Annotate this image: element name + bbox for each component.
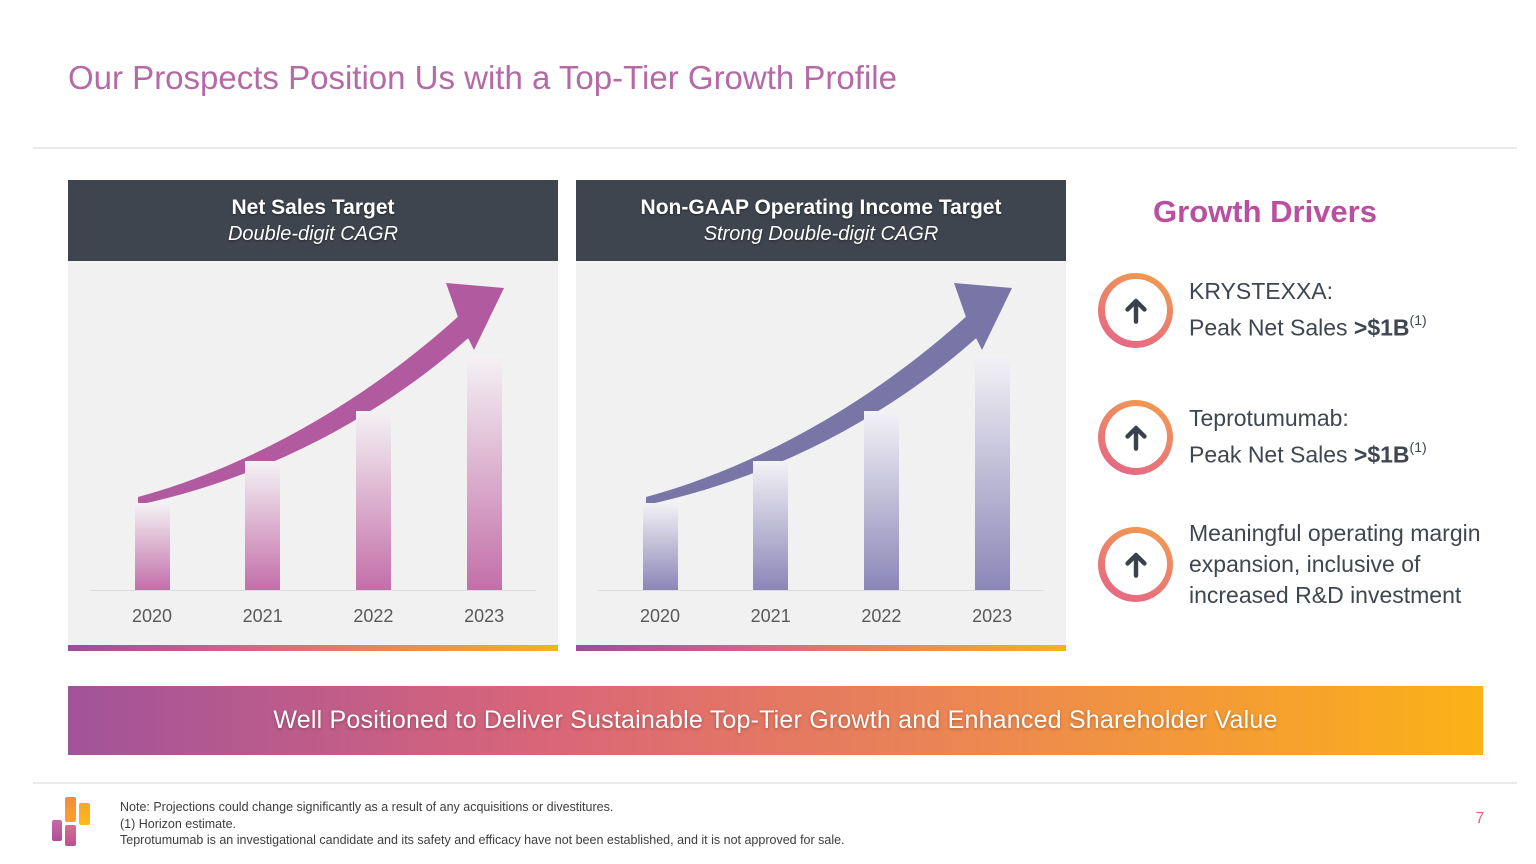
banner-text: Well Positioned to Deliver Sustainable T… — [273, 706, 1278, 734]
driver-line: Peak Net Sales >$1B(1) — [1189, 307, 1427, 344]
chart-year-label: 2023 — [464, 606, 505, 626]
driver-line-prefix: Peak Net Sales — [1189, 314, 1354, 341]
circled-up-arrow-icon — [1098, 526, 1173, 602]
footnotes: Note: Projections could change significa… — [120, 799, 845, 849]
chart-year-label: 2021 — [750, 606, 791, 626]
chart-subtitle: Strong Double-digit CAGR — [703, 223, 939, 245]
footnote-line: (1) Horizon estimate. — [120, 816, 237, 831]
footnote-marker: (1) — [1409, 312, 1427, 329]
chart-baseline — [90, 590, 536, 591]
growth-drivers-heading: Growth Drivers — [1153, 194, 1377, 229]
bottom-divider — [33, 782, 1517, 784]
driver-line: increased R&D investment — [1189, 581, 1462, 608]
logo-bar — [65, 797, 76, 822]
driver-line: KRYSTEXXA: — [1189, 278, 1334, 305]
logo-bar — [52, 820, 62, 841]
chart-year-label: 2023 — [972, 606, 1013, 626]
up-arrow-icon — [1104, 279, 1167, 341]
chart-year-label: 2022 — [353, 606, 394, 626]
top-divider — [33, 147, 1517, 149]
chart-body: 2020 2021 2022 2023 — [68, 261, 558, 645]
up-arrow-icon — [1104, 406, 1167, 468]
driver-line: Meaningful operating margin — [1189, 519, 1481, 546]
chart-title: Non-GAAP Operating Income Target — [640, 196, 1002, 219]
driver-text: Teprotumumab: Peak Net Sales >$1B(1) — [1189, 403, 1427, 471]
page-title: Our Prospects Position Us with a Top-Tie… — [68, 59, 897, 96]
driver-line: expansion, inclusive of — [1189, 550, 1421, 577]
accent-strip — [576, 645, 1066, 651]
chart-bar-2023 — [466, 355, 502, 590]
chart-header: Net Sales Target Double-digit CAGR — [68, 180, 558, 261]
chart-year-label: 2021 — [242, 606, 283, 626]
chart-bar-2021 — [753, 461, 789, 590]
driver-line: Peak Net Sales >$1B(1) — [1189, 434, 1427, 471]
footnote-line: Note: Projections could change significa… — [120, 800, 614, 814]
chart-bar-2022 — [863, 411, 899, 590]
driver-item-krystexxa: KRYSTEXXA: Peak Net Sales >$1B(1) — [1098, 270, 1518, 350]
chart-bar-2023 — [974, 355, 1010, 590]
accent-strip — [68, 645, 558, 651]
driver-line: Teprotumumab: — [1189, 405, 1349, 432]
driver-line-bold: >$1B — [1353, 314, 1410, 341]
logo-bar — [65, 825, 76, 846]
driver-text: KRYSTEXXA: Peak Net Sales >$1B(1) — [1189, 276, 1427, 344]
chart-title: Net Sales Target — [231, 196, 395, 219]
driver-item-margin-expansion: Meaningful operating margin expansion, i… — [1098, 516, 1518, 612]
chart-subtitle: Double-digit CAGR — [227, 223, 399, 245]
driver-line-prefix: Peak Net Sales — [1189, 441, 1354, 468]
growth-arrow-icon — [138, 283, 504, 505]
logo-bar — [79, 803, 90, 825]
driver-line-bold: >$1B — [1353, 441, 1410, 468]
footnote-marker: (1) — [1409, 439, 1427, 456]
chart-bar-2020 — [134, 503, 170, 590]
chart-header: Non-GAAP Operating Income Target Strong … — [576, 180, 1066, 261]
chart-body: 2020 2021 2022 2023 — [576, 261, 1066, 645]
up-arrow-icon — [1104, 533, 1167, 595]
chart-bar-2020 — [642, 503, 678, 590]
circled-up-arrow-icon — [1098, 272, 1173, 348]
driver-text: Meaningful operating margin expansion, i… — [1189, 518, 1481, 611]
circled-up-arrow-icon — [1098, 399, 1173, 475]
chart-bar-2021 — [245, 461, 281, 590]
banner: Well Positioned to Deliver Sustainable T… — [68, 686, 1483, 755]
chart-year-label: 2020 — [639, 606, 681, 626]
chart-baseline — [598, 590, 1044, 591]
chart-bar-2022 — [355, 411, 391, 590]
chart-year-label: 2020 — [131, 606, 173, 626]
growth-arrow-icon — [646, 283, 1012, 505]
operating-income-chart-panel: Non-GAAP Operating Income Target Strong … — [576, 180, 1066, 651]
net-sales-chart-panel: Net Sales Target Double-digit CAGR 2020 2… — [68, 180, 558, 651]
page-number: 7 — [1475, 810, 1485, 827]
chart-year-label: 2022 — [861, 606, 902, 626]
driver-item-teprotumumab: Teprotumumab: Peak Net Sales >$1B(1) — [1098, 397, 1518, 477]
footnote-line: Teprotumumab is an investigational candi… — [120, 833, 845, 847]
horizon-logo — [45, 795, 105, 857]
